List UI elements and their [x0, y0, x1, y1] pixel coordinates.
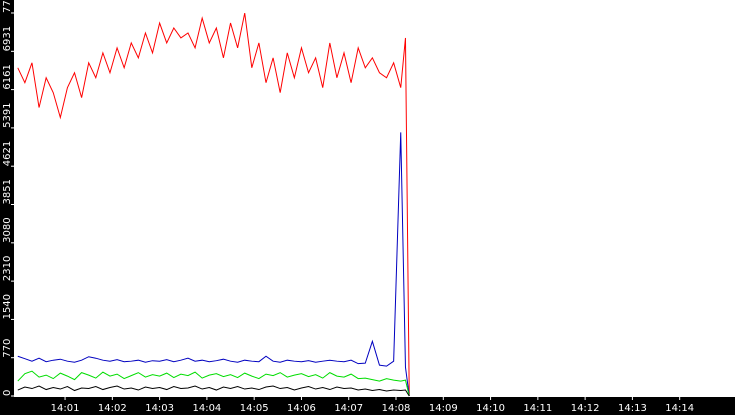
x-tick-label: 14:02: [98, 403, 127, 414]
x-tick-label: 14:08: [382, 403, 411, 414]
x-tick-label: 14:13: [618, 403, 647, 414]
series-line: [17, 370, 410, 397]
y-tick-label: 770: [2, 339, 13, 358]
series-line: [17, 12, 410, 397]
y-tick-label: 3851: [2, 179, 13, 204]
x-tick-label: 14:04: [192, 403, 221, 414]
y-tick-label: 0: [2, 390, 13, 396]
y-tick-label: 5391: [2, 102, 13, 127]
x-tick-label: 14:07: [334, 403, 363, 414]
y-axis-band: [0, 0, 14, 415]
x-tick-label: 14:03: [145, 403, 174, 414]
series-line: [17, 385, 410, 397]
y-tick-label: 6161: [2, 64, 13, 89]
y-tick-label: 2310: [2, 256, 13, 281]
y-tick-label: 6931: [2, 26, 13, 51]
x-tick-label: 14:05: [240, 403, 269, 414]
y-tick-label: 4621: [2, 141, 13, 166]
x-tick-label: 14:10: [476, 403, 505, 414]
x-tick-label: 14:01: [51, 403, 80, 414]
x-tick-label: 14:11: [523, 403, 552, 414]
series-line: [17, 132, 410, 397]
x-tick-label: 14:14: [665, 403, 694, 414]
y-tick-label: 7702: [2, 0, 13, 13]
x-axis-band: [0, 397, 735, 415]
x-tick-label: 14:12: [571, 403, 600, 414]
x-tick-label: 14:06: [287, 403, 316, 414]
y-tick-label: 3080: [2, 217, 13, 242]
y-tick-label: 1540: [2, 294, 13, 319]
x-tick-label: 14:09: [429, 403, 458, 414]
